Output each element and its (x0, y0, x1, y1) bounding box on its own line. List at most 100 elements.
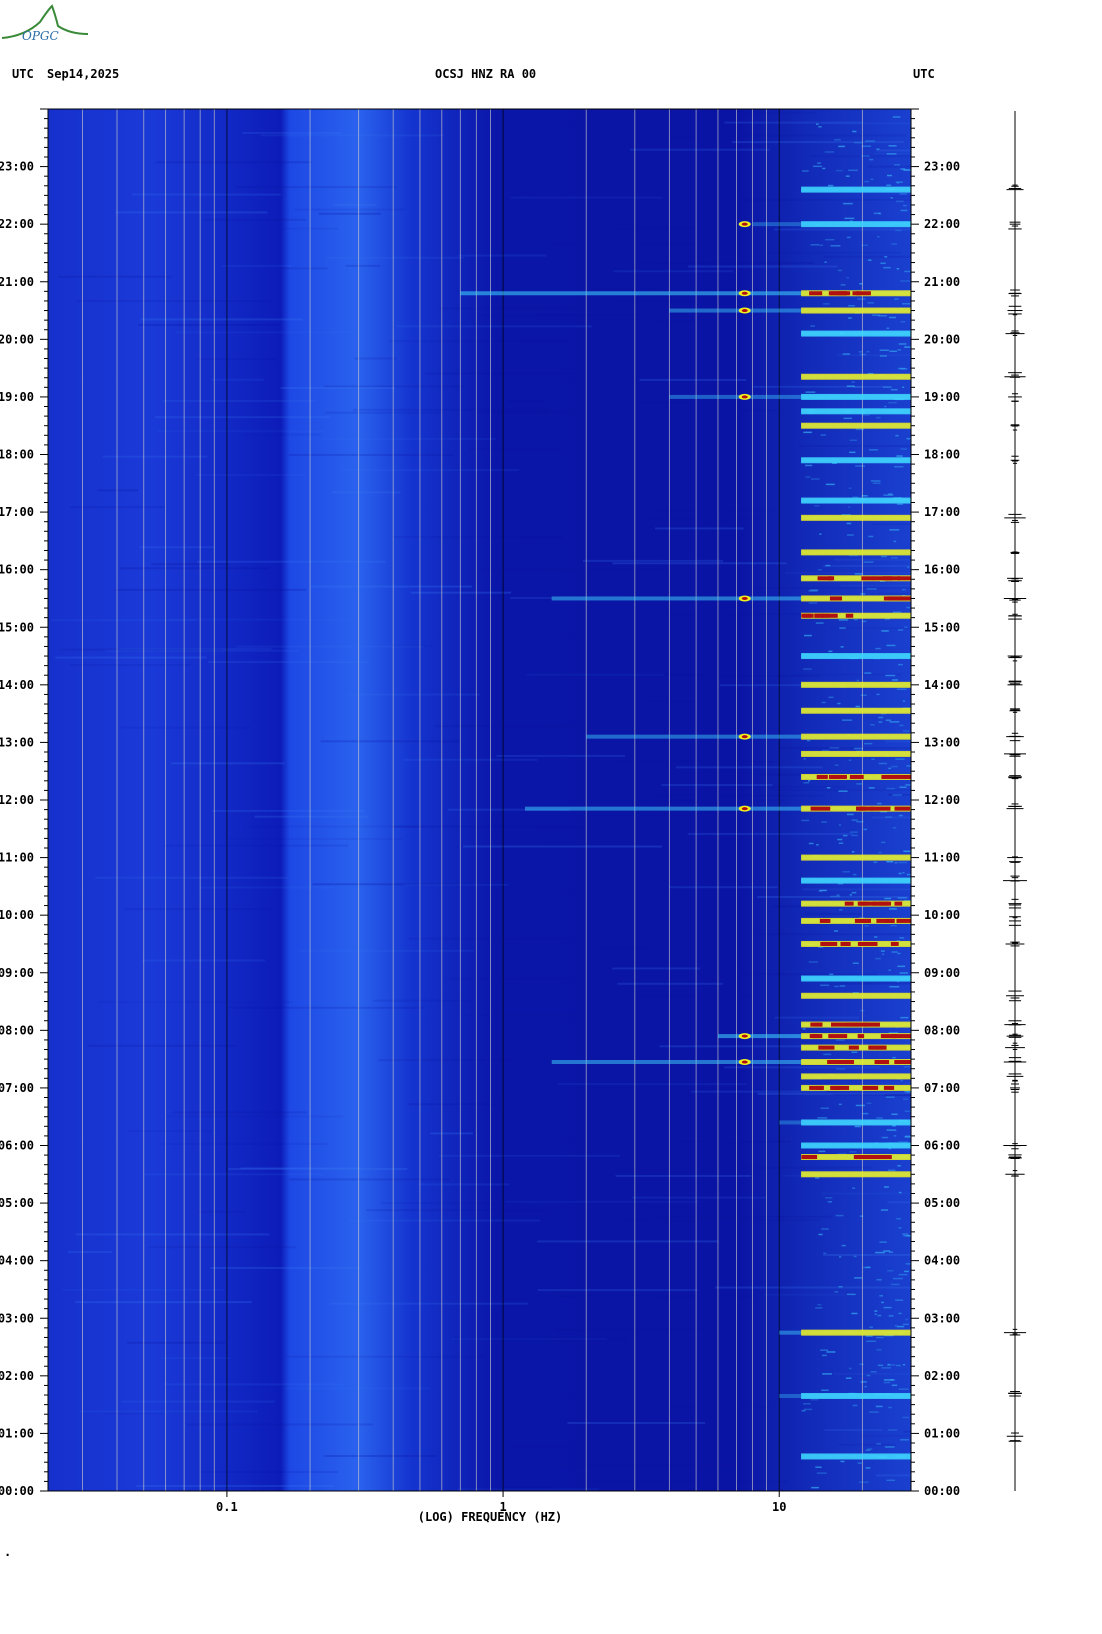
texture-noise (899, 786, 907, 788)
texture-noise (843, 417, 852, 420)
texture-streak (840, 982, 911, 985)
y-tick-label-left: 21:00 (0, 275, 34, 289)
texture-noise (886, 153, 897, 155)
texture-noise (900, 368, 908, 370)
texture-noise (810, 1398, 819, 1401)
texture-noise (903, 169, 911, 171)
texture-noise (894, 298, 899, 300)
texture-streak (537, 1289, 698, 1292)
texture-streak (537, 1240, 718, 1243)
texture-noise (883, 1381, 891, 1384)
texture-noise (828, 650, 833, 653)
texture-noise (854, 141, 863, 144)
texture-streak (509, 1446, 580, 1449)
texture-streak (321, 437, 496, 440)
event-core (801, 1392, 911, 1399)
texture-streak (294, 208, 405, 211)
texture-streak (372, 999, 472, 1002)
event-core (801, 408, 911, 415)
texture-noise (891, 765, 898, 768)
y-tick-label-left: 06:00 (0, 1139, 34, 1153)
event-peak (816, 774, 828, 779)
texture-streak (508, 400, 543, 403)
texture-noise (882, 953, 885, 956)
texture-noise (834, 985, 839, 988)
y-tick-label-left: 00:00 (0, 1484, 34, 1498)
texture-streak (118, 647, 272, 650)
texture-noise (808, 842, 814, 845)
texture-streak (198, 1210, 245, 1213)
texture-streak (526, 673, 665, 676)
texture-streak (884, 740, 911, 743)
texture-streak (725, 973, 877, 976)
texture-noise (849, 439, 857, 441)
event-peak (868, 1155, 887, 1160)
texture-noise (834, 1291, 839, 1293)
texture-noise (822, 167, 826, 170)
logo-text: OPGC (22, 29, 59, 43)
texture-streak (410, 591, 512, 594)
texture-noise (823, 1252, 827, 1255)
texture-streak (119, 567, 270, 570)
texture-streak (634, 517, 764, 520)
texture-noise (844, 217, 855, 220)
texture-streak (242, 131, 343, 134)
texture-streak (439, 1154, 620, 1157)
texture-noise (852, 130, 857, 133)
texture-noise (875, 957, 881, 960)
texture-streak (281, 267, 328, 270)
plot-background (48, 109, 911, 1491)
texture-noise (866, 588, 877, 590)
texture-streak (829, 627, 911, 630)
texture-noise (810, 244, 820, 246)
texture-noise (896, 182, 900, 184)
texture-noise (846, 276, 850, 279)
texture-noise (851, 381, 855, 383)
texture-noise (891, 951, 898, 953)
texture-noise (891, 1113, 898, 1116)
texture-noise (899, 193, 908, 195)
texture-streak (162, 399, 316, 402)
event-core (801, 707, 911, 714)
texture-noise (837, 882, 844, 885)
texture-streak (476, 568, 668, 571)
texture-noise (895, 434, 899, 437)
texture-streak (607, 995, 749, 998)
texture-streak (774, 1016, 859, 1019)
axes: 00:00 00:00 01:00 01:00 02:00 02:00 03:00 03:00… (0, 108, 960, 1514)
texture-streak (154, 416, 331, 419)
texture-noise (896, 455, 903, 457)
texture-noise (897, 1141, 908, 1143)
event-peak (882, 576, 900, 581)
texture-noise (884, 897, 892, 900)
texture-streak (626, 1219, 820, 1222)
texture-noise (848, 487, 852, 489)
event-peak (883, 1085, 895, 1090)
y-tick-label-right: 11:00 (924, 851, 960, 865)
event-core (801, 422, 911, 429)
texture-streak (859, 1434, 911, 1437)
texture-streak (60, 648, 223, 651)
texture-noise (808, 961, 818, 963)
texture-noise (830, 895, 841, 898)
texture-streak (669, 886, 778, 889)
event-hotspot-core (741, 222, 748, 226)
texture-streak (510, 196, 664, 199)
texture-noise (897, 952, 901, 955)
texture-noise (851, 1312, 858, 1315)
event-peak (806, 1155, 818, 1160)
texture-streak (139, 546, 215, 549)
texture-noise (842, 202, 853, 205)
texture-streak (199, 1470, 339, 1473)
texture-noise (891, 1384, 898, 1387)
texture-noise (838, 1103, 842, 1106)
y-tick-label-right: 21:00 (924, 275, 960, 289)
texture-noise (904, 1136, 911, 1138)
texture-noise (841, 513, 851, 516)
texture-noise (859, 282, 863, 285)
event-peak (814, 613, 824, 618)
texture-streak (396, 325, 593, 328)
texture-streak (211, 378, 264, 381)
texture-noise (871, 758, 875, 760)
texture-noise (879, 349, 889, 352)
